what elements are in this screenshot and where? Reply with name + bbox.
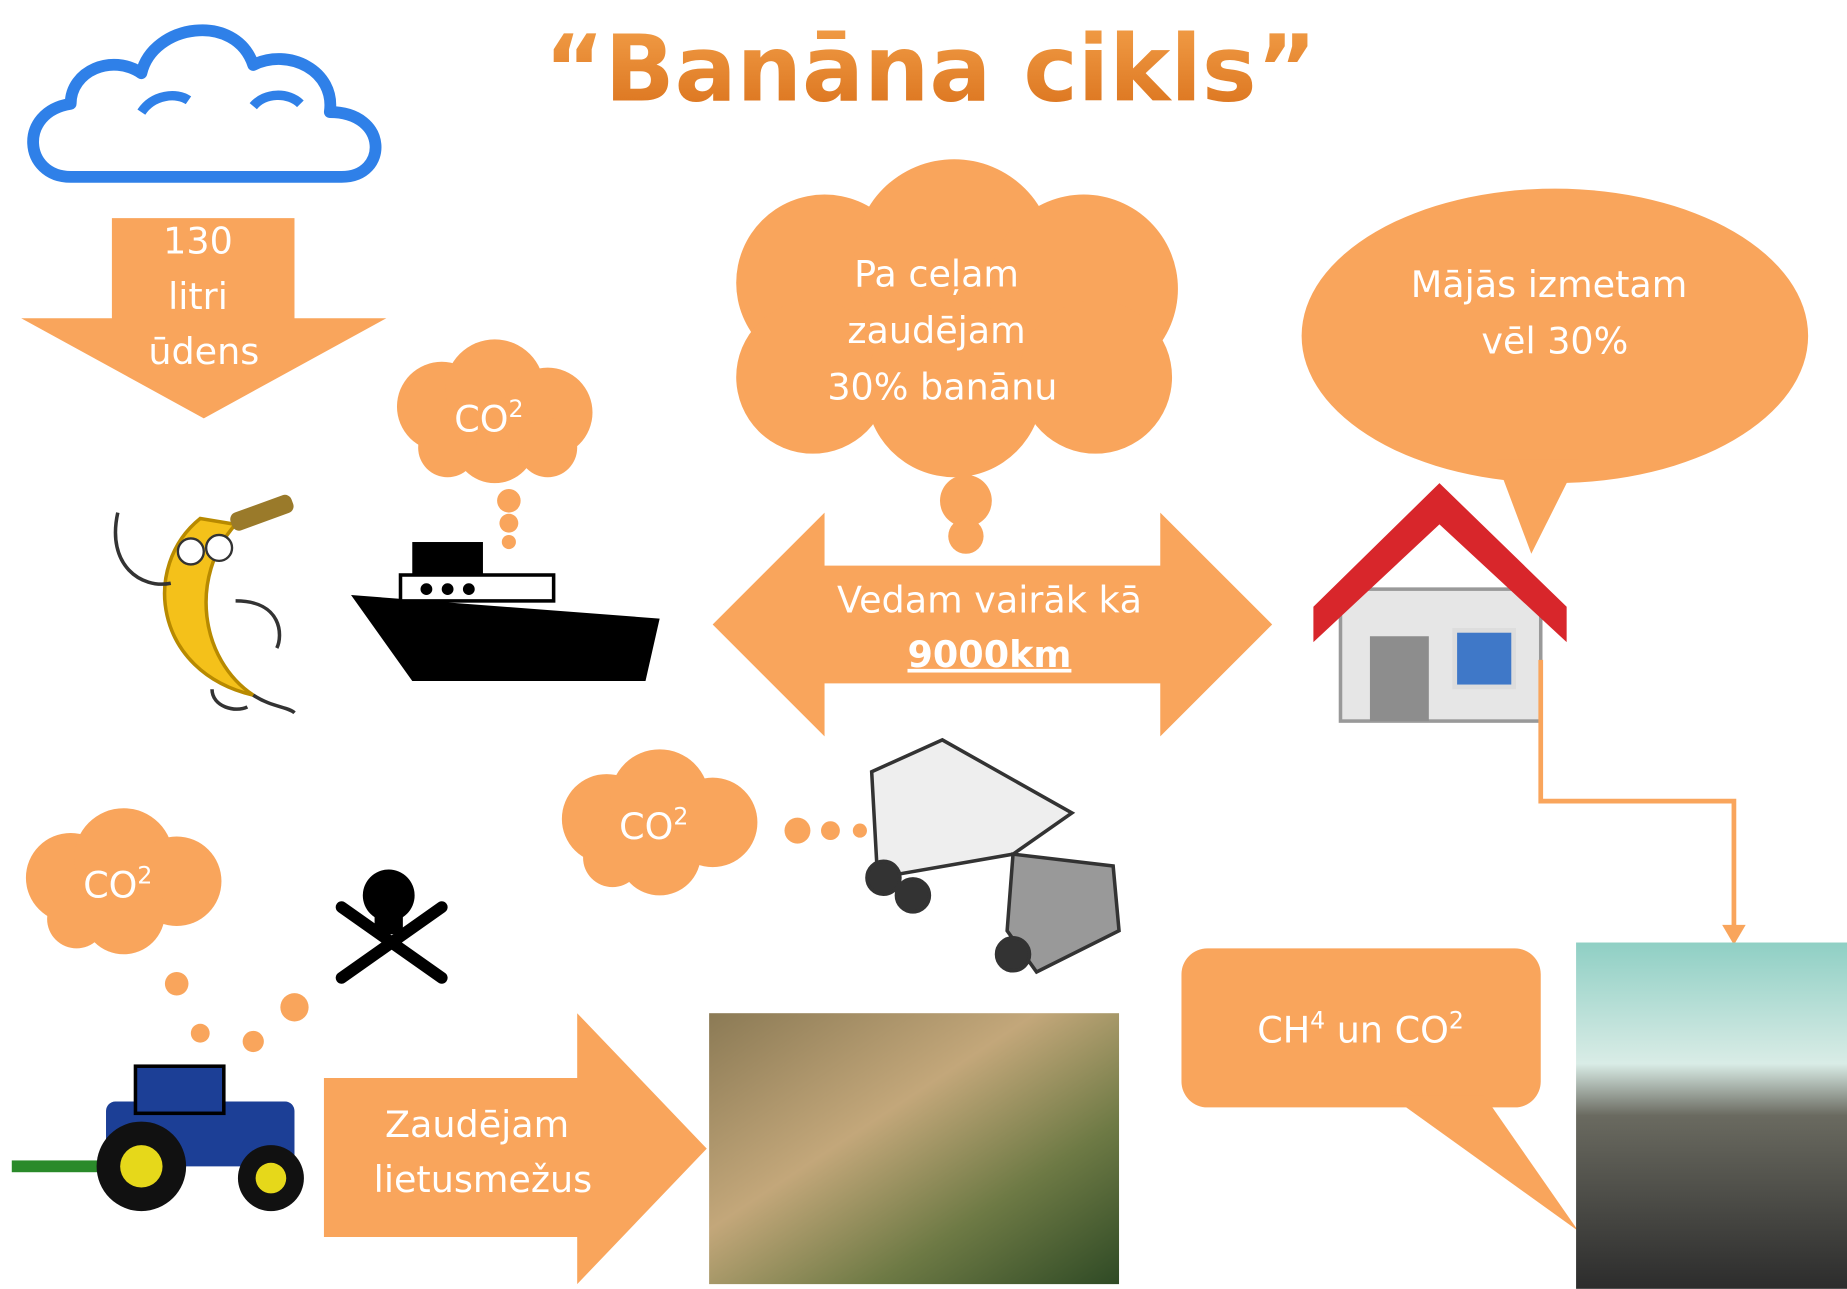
deforestation-photo [709,1013,1120,1285]
transport-loss-cloud [736,159,1178,554]
landfill-callout [1181,948,1579,1232]
truck-icon [865,737,1121,975]
distance-emphasis: 9000km [908,633,1072,676]
distance-arrow [712,512,1273,737]
truck-co2-cloud [561,749,867,896]
distance-text: Vedam vairāk kā [837,579,1142,622]
water-arrow-text: 130 litri ūdens [148,219,259,373]
house-to-landfill-line [1538,659,1737,931]
ship-icon [351,542,660,682]
cloud-detail [137,90,304,116]
home-loss-bubble [1301,188,1809,554]
tractor-icon [11,1064,304,1212]
transport-loss-text: Pa ceļam zaudējam 30% banānu [827,252,1057,408]
landfill-photo [1576,942,1847,1289]
title: “Banāna cikls” [544,15,1317,122]
landfill-callout-text: CH4 un CO2 [1257,1007,1464,1052]
poison-icon [329,842,454,996]
tractor-co2-text: CO2 [83,862,152,907]
cloud-icon [27,24,382,183]
ship-co2-cloud [396,339,593,550]
ship-co2-text: CO2 [454,395,523,440]
banana-icon [113,494,296,715]
home-loss-text: Mājās izmetam vēl 30% [1411,263,1699,363]
deforestation-text: Zaudējam lietusmežus [374,1103,593,1201]
deforestation-arrow [323,1013,707,1285]
arrow-head [1722,924,1746,945]
tractor-co2-cloud [25,808,309,1053]
house-icon [1313,483,1567,723]
truck-co2-text: CO2 [619,803,688,848]
